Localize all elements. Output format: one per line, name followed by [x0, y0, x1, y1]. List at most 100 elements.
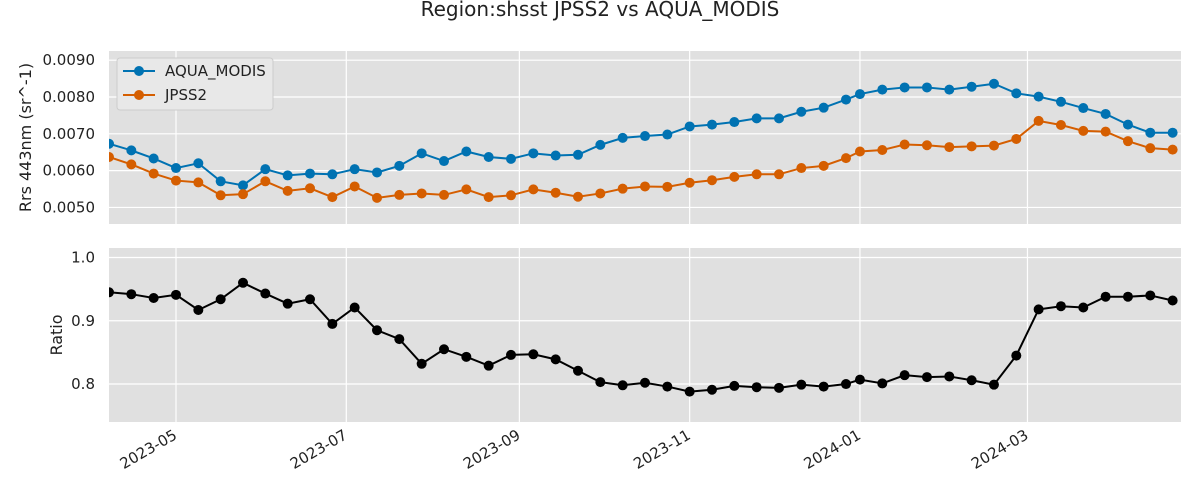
y-tick-label: 1.0 [71, 248, 95, 266]
series-aqua-modis [109, 78, 1178, 191]
data-point [640, 377, 650, 388]
data-point [260, 288, 271, 299]
data-point [1078, 125, 1089, 136]
data-point [684, 386, 695, 397]
data-point [215, 294, 226, 305]
data-point [818, 102, 829, 113]
data-point [439, 344, 449, 355]
data-point [126, 289, 137, 300]
data-point [1122, 119, 1133, 130]
series-ratio [109, 277, 1178, 397]
data-point [854, 146, 865, 157]
data-point [751, 113, 762, 124]
data-point [550, 354, 561, 365]
panel-rrs: 0.0050 0.0060 0.0070 0.0080 0.0090 Rrs 443nm … [16, 51, 1181, 224]
legend-swatch-marker [134, 66, 144, 76]
y-tick-label: 0.9 [71, 312, 95, 330]
y-tick-label: 0.0050 [43, 198, 96, 216]
data-point [483, 360, 494, 371]
data-point [944, 84, 955, 95]
data-point [439, 189, 449, 200]
data-point [921, 372, 932, 383]
data-point [751, 169, 762, 180]
data-point [595, 377, 606, 388]
y-tick-label: 0.0090 [43, 51, 96, 69]
data-point [416, 148, 427, 159]
data-point [394, 334, 405, 345]
data-point [707, 175, 717, 186]
data-point [1122, 291, 1133, 302]
data-point [215, 190, 226, 201]
data-point [966, 81, 977, 92]
data-point [1145, 127, 1156, 138]
data-point [988, 140, 999, 151]
data-point [1011, 88, 1022, 99]
data-point [944, 371, 955, 382]
data-point [877, 145, 888, 156]
data-point [573, 365, 583, 376]
data-point [528, 184, 539, 195]
data-point [327, 318, 338, 329]
data-point [461, 146, 472, 157]
data-point [550, 187, 561, 198]
data-point [349, 164, 360, 175]
data-point [305, 183, 315, 194]
data-point [899, 370, 910, 381]
data-point [684, 177, 695, 188]
data-point [818, 160, 829, 171]
data-point [461, 184, 472, 195]
data-point [1078, 103, 1089, 114]
data-point [148, 153, 159, 164]
data-point [640, 131, 650, 142]
data-point [506, 349, 516, 360]
y-tick-label: 0.0060 [43, 162, 96, 180]
data-point [506, 190, 516, 201]
data-point [966, 375, 977, 386]
legend-swatch-marker [134, 90, 144, 100]
data-point [988, 78, 999, 89]
data-point [327, 169, 338, 180]
data-point [260, 176, 271, 187]
data-point [416, 358, 427, 369]
data-point [877, 378, 888, 389]
data-point [617, 132, 628, 143]
data-point [1033, 304, 1044, 315]
data-point [729, 380, 740, 391]
data-point [841, 94, 851, 105]
data-point [238, 189, 248, 200]
data-point [573, 149, 583, 160]
data-point [1100, 291, 1111, 302]
data-point [327, 192, 338, 203]
data-point [617, 380, 628, 391]
data-point [729, 171, 740, 182]
data-point [1055, 301, 1066, 312]
data-point [662, 181, 673, 192]
y-tick-label: 0.0080 [43, 88, 96, 106]
data-point [1055, 96, 1066, 107]
data-point [899, 82, 910, 93]
data-point [1078, 302, 1089, 313]
y-axis-label: Ratio [47, 314, 66, 355]
legend-label: AQUA_MODIS [165, 62, 266, 81]
data-point [1145, 290, 1156, 301]
data-point [126, 159, 137, 170]
data-point [774, 382, 784, 393]
data-point [818, 381, 829, 392]
data-point [684, 121, 695, 132]
data-point [854, 89, 865, 100]
data-point [921, 82, 932, 93]
data-point [109, 138, 114, 149]
data-point [193, 177, 204, 188]
data-point [1100, 126, 1111, 137]
data-point [109, 287, 114, 298]
data-point [171, 175, 181, 186]
series-jpss2 [109, 115, 1178, 203]
data-point [461, 351, 472, 362]
data-point [707, 119, 717, 130]
data-point [349, 302, 360, 313]
data-point [171, 163, 181, 174]
data-point [707, 384, 717, 395]
data-point [662, 381, 673, 392]
data-point [349, 181, 360, 192]
data-point [528, 349, 539, 360]
